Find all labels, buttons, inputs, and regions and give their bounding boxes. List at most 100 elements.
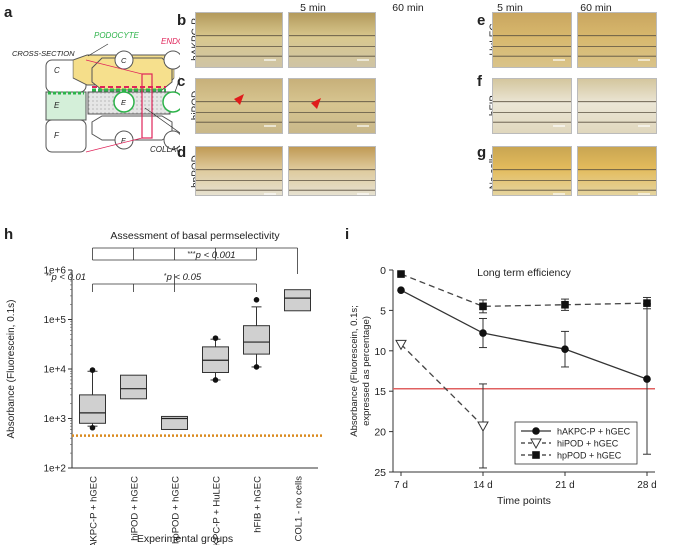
chart-title: Assessment of basal permselectivity bbox=[110, 230, 280, 242]
micrograph-left-r0-c0 bbox=[195, 12, 283, 68]
x-category-label-3: hAKPC-P + HuLEC bbox=[212, 476, 223, 545]
outlier bbox=[89, 367, 96, 373]
micrograph-right-r2-c1 bbox=[577, 146, 657, 196]
legend-marker-0 bbox=[532, 427, 540, 435]
data-point-0-2 bbox=[561, 345, 569, 353]
box-4 bbox=[243, 325, 270, 355]
legend-label-0: hAKPC-P + hGEC bbox=[557, 427, 631, 437]
panel-label-g: g bbox=[477, 144, 487, 161]
legend-label-1: hiPOD + hGEC bbox=[557, 439, 619, 449]
col-head-60min-right: 60 min bbox=[580, 2, 612, 14]
panel-label-f: f bbox=[477, 73, 482, 90]
channel-c-label: C bbox=[54, 66, 60, 75]
panel-label-d: d bbox=[177, 144, 187, 161]
box-2 bbox=[161, 415, 188, 430]
panel-label-e: e bbox=[477, 12, 486, 29]
y-tick-label: 1e+3 bbox=[43, 414, 66, 425]
series-1 bbox=[395, 339, 489, 469]
y-tick-label: 5 bbox=[380, 305, 386, 317]
significance-p01: **p < 0.01 bbox=[46, 272, 86, 283]
panel-label-i: i bbox=[345, 226, 350, 243]
outlier bbox=[253, 297, 260, 303]
significance-p05: *p < 0.05 bbox=[164, 272, 202, 283]
inlet-e bbox=[113, 91, 135, 113]
micrograph-left-r1-c0 bbox=[195, 78, 283, 134]
legend-marker-1 bbox=[530, 438, 542, 450]
box-5 bbox=[284, 289, 311, 312]
col-head-5min-left: 5 min bbox=[300, 2, 326, 14]
cross-section-channel-f bbox=[45, 119, 87, 153]
y-tick-label: 0 bbox=[380, 265, 386, 277]
y-tick-label: 25 bbox=[374, 467, 386, 479]
panel-label-b: b bbox=[177, 12, 187, 29]
micrograph-left-r2-c1 bbox=[288, 146, 376, 196]
micrograph-right-r0-c1 bbox=[577, 12, 657, 68]
panel-label-a: a bbox=[4, 4, 13, 21]
legend-label-2: hpPOD + hGEC bbox=[557, 451, 622, 461]
series-0 bbox=[397, 286, 651, 455]
inlet-f-label: F bbox=[121, 136, 126, 145]
podocyte-label: PODOCYTE bbox=[94, 31, 140, 40]
micrograph-right-r0-c0 bbox=[492, 12, 572, 68]
box-1 bbox=[120, 374, 147, 400]
x-axis-label: Time points bbox=[497, 495, 551, 507]
inlet-c bbox=[114, 50, 134, 70]
y-tick-label: 15 bbox=[374, 386, 386, 398]
y-tick-label: 1e+4 bbox=[43, 365, 66, 376]
box-3 bbox=[202, 346, 229, 373]
x-category-label-2: hpPOD + hGEC bbox=[171, 476, 182, 544]
red-arrowhead bbox=[234, 94, 244, 105]
x-tick-label: 28 d bbox=[637, 480, 656, 491]
channel-e-label: E bbox=[54, 101, 60, 110]
micrograph-right-r2-c0 bbox=[492, 146, 572, 196]
significance-brackets bbox=[92, 247, 298, 292]
x-tick-label: 7 d bbox=[394, 480, 408, 491]
outlier bbox=[253, 364, 260, 370]
chip-schematic: CROSS-SECTION PODOCYTE ENDOTHELIUM COLLA… bbox=[12, 31, 180, 154]
channel-f-label: F bbox=[54, 131, 60, 140]
data-point-0-0 bbox=[397, 286, 405, 294]
x-tick-label: 21 d bbox=[555, 480, 574, 491]
legend: hAKPC-P + hGEC hiPOD + hGEC hpPOD + hGEC bbox=[514, 421, 638, 465]
micrograph-left-r0-c1 bbox=[288, 12, 376, 68]
y-tick-label: 1e+6 bbox=[43, 266, 66, 277]
y-tick-label: 20 bbox=[374, 427, 386, 439]
micrograph-right-r1-c1 bbox=[577, 78, 657, 134]
data-point-2-2 bbox=[561, 300, 569, 309]
crop-rectangle bbox=[141, 73, 153, 139]
endothelium-label: ENDOTHELIUM bbox=[161, 37, 180, 46]
panel-label-c: c bbox=[177, 73, 186, 90]
panel-label-h: h bbox=[4, 226, 14, 243]
micrograph-right-r1-c0 bbox=[492, 78, 572, 134]
col-head-60min-left: 60 min bbox=[392, 2, 424, 14]
y-tick-label: 1e+2 bbox=[43, 464, 66, 475]
data-point-2-0 bbox=[397, 270, 405, 278]
inlet-c-label: C bbox=[121, 56, 127, 65]
box-0 bbox=[79, 394, 106, 424]
data-point-0-1 bbox=[479, 329, 487, 337]
y-axis-label-line2: expressed as percentage) bbox=[361, 316, 372, 426]
legend-marker-2 bbox=[532, 451, 540, 459]
x-tick-label: 14 d bbox=[473, 480, 492, 491]
inlet-e-label: E bbox=[121, 98, 127, 107]
data-point-1-1 bbox=[477, 421, 489, 432]
y-tick-label: 10 bbox=[374, 346, 386, 358]
cross-section-label: CROSS-SECTION bbox=[12, 49, 75, 58]
series-line-1 bbox=[400, 343, 484, 427]
outlier bbox=[89, 424, 96, 431]
box-plot-permselectivity: 1e+2 1e+3 1e+4 1e+5 1e+6 hAKPC-P + hGEC hiPOD … bbox=[6, 230, 324, 545]
x-category-label-4: hFIB + hGEC bbox=[253, 476, 264, 533]
micrograph-left-r2-c0 bbox=[195, 146, 283, 196]
collagen-label: COLLAGEN I bbox=[150, 145, 180, 154]
x-axis-label: Experimental groups bbox=[137, 533, 233, 545]
outlier bbox=[212, 335, 219, 341]
x-category-label-5: COL1 - no cells bbox=[294, 476, 305, 542]
col-head-5min-right: 5 min bbox=[497, 2, 523, 14]
x-category-label-0: hAKPC-P + hGEC bbox=[89, 476, 100, 545]
outlet-e bbox=[162, 91, 180, 113]
data-point-2-1 bbox=[479, 302, 487, 311]
data-point-2-3 bbox=[643, 299, 651, 307]
outlet-c bbox=[163, 50, 180, 70]
y-axis-label-line1: Absorbance (Fluorescein, 0.1s; bbox=[349, 305, 360, 436]
series-line-0 bbox=[400, 289, 648, 380]
